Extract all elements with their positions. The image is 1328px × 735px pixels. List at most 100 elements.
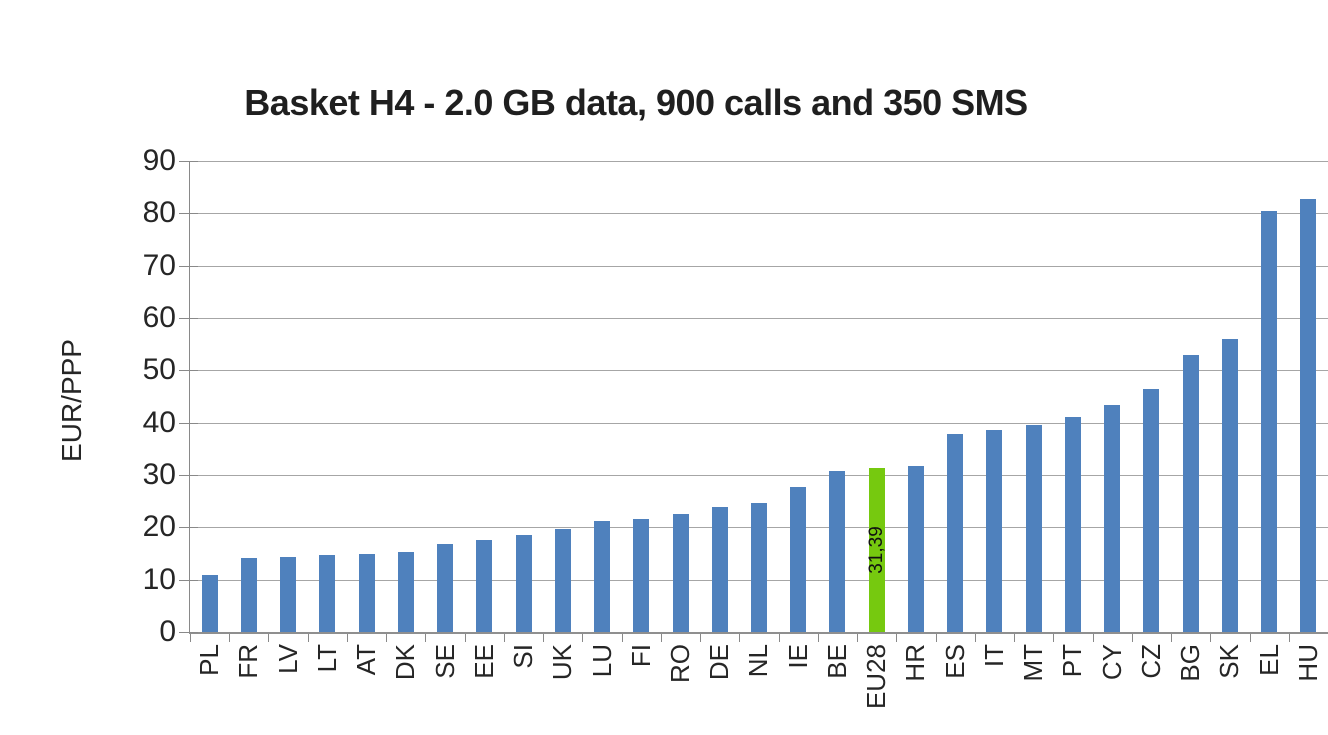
x-label-slot-BE: BE — [818, 644, 857, 679]
y-tick-30 — [179, 475, 198, 476]
bar-EL — [1261, 210, 1278, 632]
x-tick-label-DE: DE — [704, 644, 735, 681]
bar-RO — [672, 513, 689, 632]
x-label-slot-EU28: EU28 — [857, 644, 896, 709]
x-tick-label-EL: EL — [1253, 644, 1284, 676]
x-tick-label-CZ: CZ — [1135, 644, 1166, 679]
x-tick-6 — [425, 634, 427, 642]
bar-MT — [1025, 425, 1042, 632]
gridline-80 — [190, 213, 1328, 215]
x-label-slot-SI: SI — [504, 644, 543, 669]
x-tick-label-CY: CY — [1096, 644, 1127, 681]
x-label-slot-FI: FI — [622, 644, 661, 667]
x-label-slot-HR: HR — [896, 644, 935, 682]
bar-LV — [280, 556, 297, 632]
y-tick-label-90: 90 — [142, 144, 176, 177]
x-label-slot-DK: DK — [386, 644, 425, 680]
x-tick-label-UK: UK — [547, 644, 578, 681]
x-tick-3 — [307, 634, 309, 642]
bar-CY — [1104, 405, 1121, 632]
x-tick-8 — [503, 634, 505, 642]
bar-LU — [594, 521, 611, 632]
x-tick-20 — [974, 634, 976, 642]
x-tick-13 — [700, 634, 702, 642]
x-tick-11 — [621, 634, 623, 642]
x-tick-22 — [1053, 634, 1055, 642]
bar-SE — [437, 544, 454, 632]
x-tick-9 — [543, 634, 545, 642]
x-label-slot-ES: ES — [936, 644, 975, 679]
x-label-slot-SK: SK — [1210, 644, 1249, 679]
x-label-slot-PT: PT — [1053, 644, 1092, 677]
x-label-slot-RO: RO — [661, 644, 700, 683]
x-tick-23 — [1092, 634, 1094, 642]
bar-AT — [358, 554, 375, 632]
plot-area: 31,39 — [179, 161, 1328, 642]
y-tick-80 — [179, 213, 198, 215]
y-tick-label-60: 60 — [142, 301, 176, 334]
gridline-40 — [190, 422, 1328, 424]
bar-SI — [515, 534, 532, 632]
bar-FI — [633, 519, 650, 632]
bar-LT — [319, 555, 336, 632]
x-tick-label-ES: ES — [939, 644, 970, 679]
bar-SK — [1221, 338, 1238, 632]
y-axis-tick-labels: 0 10 20 30 40 50 60 70 80 90 — [0, 0, 176, 735]
y-tick-70 — [179, 265, 198, 267]
x-tick-label-LV: LV — [272, 644, 303, 674]
bar-BG — [1182, 355, 1199, 632]
x-tick-label-FR: FR — [233, 644, 264, 679]
x-tick-18 — [896, 634, 898, 642]
bar-EU28: 31,39 — [866, 467, 887, 632]
x-tick-15 — [778, 634, 780, 642]
chart-title: Basket H4 - 2.0 GB data, 900 calls and 3… — [244, 82, 1028, 123]
x-tick-19 — [935, 634, 937, 642]
x-tick-label-PT: PT — [1057, 644, 1088, 678]
bar-PL — [201, 574, 218, 632]
gridline-60 — [190, 318, 1328, 319]
x-tick-label-SI: SI — [508, 644, 539, 669]
x-label-slot-LU: LU — [582, 644, 621, 677]
y-tick-10 — [179, 579, 198, 581]
bar-DE — [711, 506, 728, 632]
y-axis-line — [189, 161, 190, 632]
x-tick-21 — [1014, 634, 1016, 642]
x-label-slot-MT: MT — [1014, 644, 1053, 682]
x-tick-label-AT: AT — [351, 644, 382, 676]
x-tick-label-FI: FI — [625, 644, 656, 668]
x-label-slot-LT: LT — [308, 644, 347, 672]
y-tick-label-50: 50 — [142, 353, 176, 387]
x-label-slot-SE: SE — [425, 644, 464, 679]
x-tick-4 — [346, 634, 348, 642]
gridline-90 — [190, 161, 1328, 162]
bar-ES — [947, 433, 964, 632]
x-tick-label-SE: SE — [429, 644, 460, 679]
x-tick-24 — [1131, 634, 1133, 642]
bar-CZ — [1143, 388, 1160, 632]
x-tick-label-SK: SK — [1214, 644, 1245, 679]
x-tick-10 — [582, 634, 584, 642]
x-label-slot-CY: CY — [1093, 644, 1132, 680]
bar-NL — [751, 502, 767, 632]
y-tick-label-20: 20 — [142, 510, 176, 544]
x-tick-label-RO: RO — [665, 644, 695, 683]
x-tick-7 — [464, 634, 466, 642]
x-axis-line — [189, 632, 1328, 634]
x-tick-14 — [739, 634, 741, 642]
x-tick-label-DK: DK — [390, 644, 421, 681]
y-tick-label-0: 0 — [159, 615, 176, 648]
x-label-slot-NL: NL — [739, 644, 778, 677]
x-tick-label-IE: IE — [782, 644, 813, 669]
x-tick-16 — [817, 634, 819, 642]
x-tick-2 — [268, 634, 270, 642]
bar-FR — [240, 557, 257, 632]
bar-BE — [829, 470, 846, 632]
bar-IE — [790, 486, 807, 632]
y-tick-0 — [179, 632, 198, 633]
x-label-slot-FR: FR — [229, 644, 268, 679]
x-label-slot-UK: UK — [543, 644, 582, 680]
y-tick-20 — [179, 527, 198, 529]
x-tick-27 — [1249, 634, 1251, 642]
bar-HU — [1300, 198, 1317, 632]
x-tick-12 — [660, 634, 662, 642]
